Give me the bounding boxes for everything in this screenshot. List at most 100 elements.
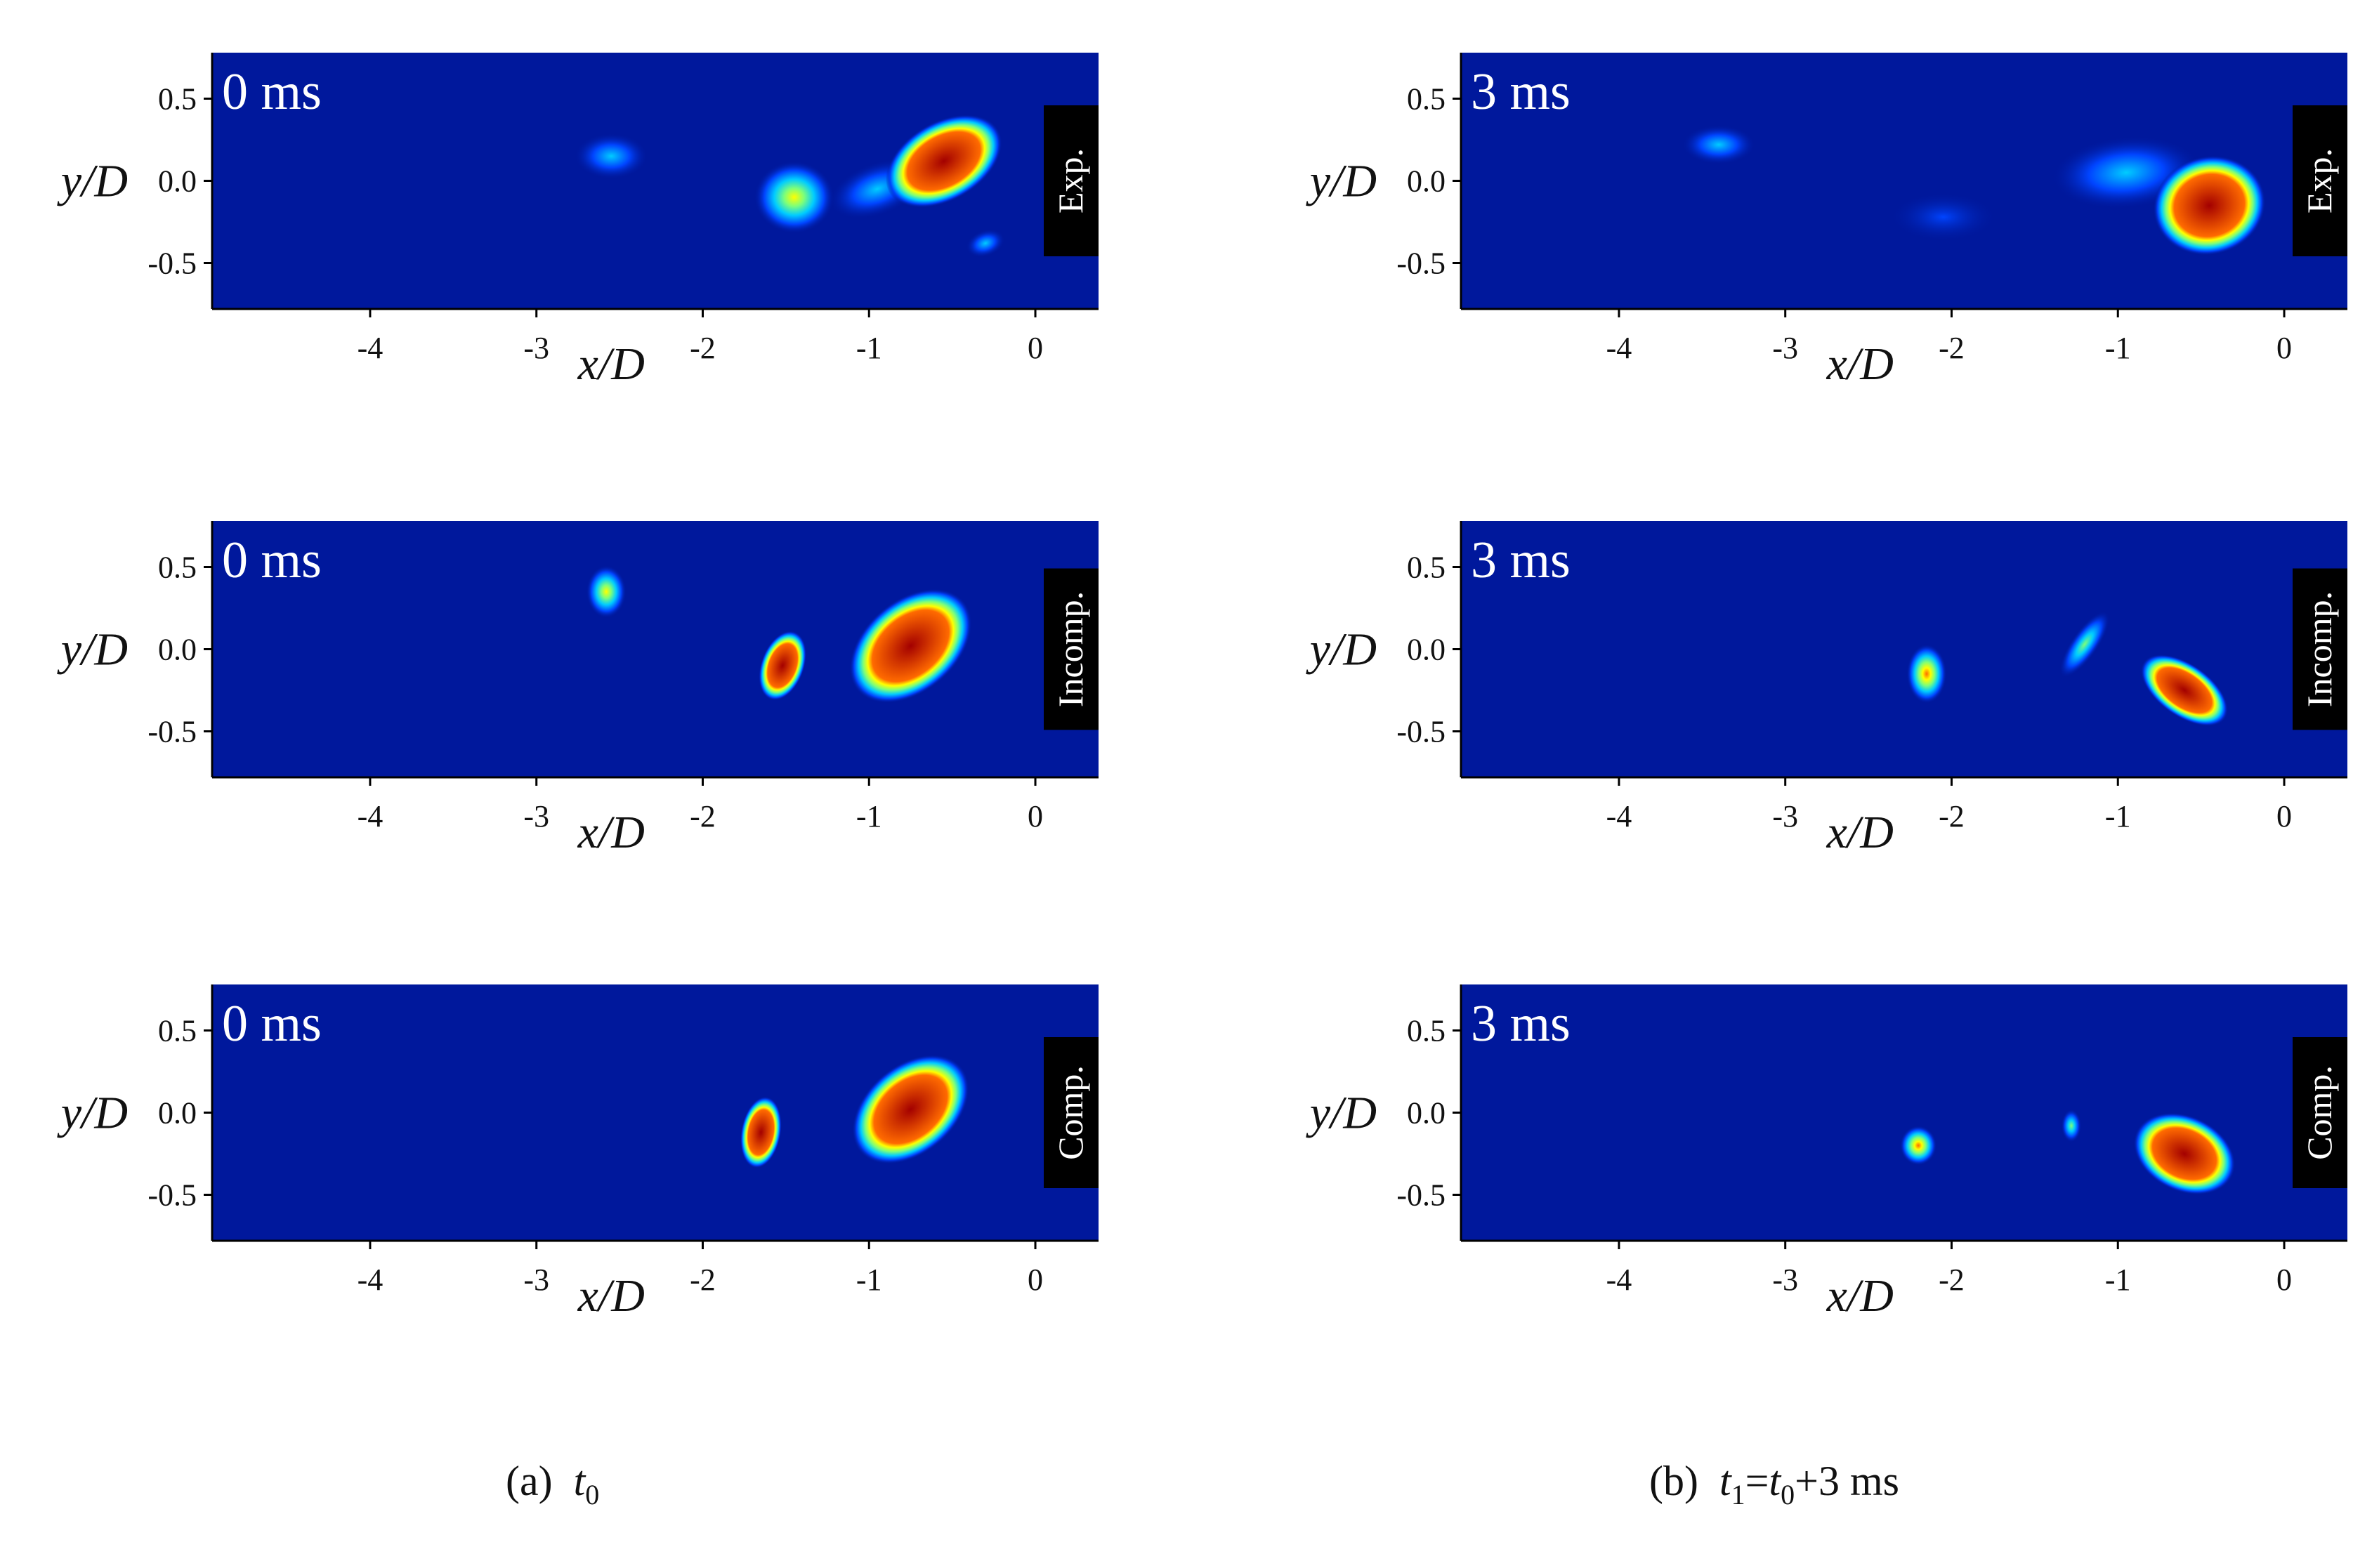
heatmap-panel-b-3: 0.5 0.0 -0.5 -4 -3 -2 -1 0 x/D y/D 3 ms Comp. xyxy=(1306,984,2347,1322)
x-tick-label: -4 xyxy=(1606,1263,1632,1297)
y-tick-label: 0.0 xyxy=(158,1096,197,1131)
concentration-blob xyxy=(2059,611,2110,678)
caption-a-prefix: (a) xyxy=(506,1458,553,1504)
x-tick-label: -1 xyxy=(2105,331,2131,365)
y-tick-label: -0.5 xyxy=(148,714,197,749)
concentration-blob xyxy=(849,588,972,704)
y-tick-label: -0.5 xyxy=(1396,246,1446,280)
y-axis-label: y/D xyxy=(1306,624,1377,676)
x-tick-label: -4 xyxy=(1606,331,1632,365)
y-axis-label: y/D xyxy=(57,156,128,207)
x-tick-label: -1 xyxy=(856,799,882,834)
blob-layer xyxy=(586,565,972,704)
x-axis-label: x/D xyxy=(1826,1270,1894,1322)
x-tick-label: -1 xyxy=(2105,799,2131,834)
concentration-blob xyxy=(754,161,834,234)
concentration-blob xyxy=(586,565,627,619)
time-label: 3 ms xyxy=(1471,532,1571,589)
x-tick-label: -3 xyxy=(523,331,549,365)
blob-layer xyxy=(1900,1109,2236,1195)
caption-a-var: t xyxy=(573,1458,586,1504)
y-tick-label: 0.5 xyxy=(1407,551,1446,585)
x-tick-label: -3 xyxy=(523,799,549,834)
y-axis-label: y/D xyxy=(1306,1088,1377,1139)
y-axis-label: y/D xyxy=(57,624,128,676)
tag-box xyxy=(1044,1037,1099,1188)
caption-b-var1: t xyxy=(1719,1458,1731,1504)
caption-b: (b) t1=t0+3 ms xyxy=(1649,1457,1899,1511)
x-axis-label: x/D xyxy=(1826,338,1894,390)
x-tick-label: -2 xyxy=(690,1263,716,1297)
concentration-blob xyxy=(1889,192,1997,242)
y-tick-label: 0.5 xyxy=(1407,1014,1446,1048)
x-tick-label: -3 xyxy=(1772,1263,1798,1297)
x-tick-label: -2 xyxy=(1939,799,1965,834)
x-tick-label: 0 xyxy=(1028,1263,1043,1297)
tag-label: Comp. xyxy=(2300,1065,2339,1160)
y-tick-label: 0.5 xyxy=(1407,82,1446,117)
tag-label: Incomp. xyxy=(2300,591,2339,707)
y-tick-label: 0.5 xyxy=(158,551,197,585)
plot-background xyxy=(212,984,1099,1241)
tag-label: Comp. xyxy=(1051,1065,1090,1160)
tag-label: Exp. xyxy=(2300,148,2339,213)
concentration-blob xyxy=(759,631,806,701)
caption-b-tail: +3 ms xyxy=(1795,1458,1900,1504)
time-label: 0 ms xyxy=(222,995,322,1053)
heatmap-panel-a-3: 0.5 0.0 -0.5 -4 -3 -2 -1 0 x/D y/D 0 ms Comp. xyxy=(57,984,1099,1322)
y-tick-label: 0.0 xyxy=(158,633,197,667)
x-tick-label: -1 xyxy=(856,331,882,365)
caption-b-prefix: (b) xyxy=(1649,1458,1698,1504)
blob-layer xyxy=(1682,124,2266,256)
concentration-blob xyxy=(1906,644,1947,704)
x-tick-label: 0 xyxy=(2276,1263,2292,1297)
plot-background xyxy=(1461,521,2347,777)
y-tick-label: -0.5 xyxy=(1396,714,1446,749)
x-tick-label: -2 xyxy=(690,799,716,834)
concentration-blob xyxy=(2133,1112,2236,1195)
concentration-blob xyxy=(885,114,1002,208)
x-tick-label: -4 xyxy=(1606,799,1632,834)
tag-label: Exp. xyxy=(1051,148,1090,213)
y-tick-label: 0.5 xyxy=(158,1014,197,1048)
plot-background xyxy=(1461,984,2347,1241)
time-label: 0 ms xyxy=(222,63,322,121)
x-axis-label: x/D xyxy=(577,1270,645,1322)
concentration-blob xyxy=(852,1055,969,1164)
blob-layer xyxy=(575,114,1005,258)
y-tick-label: 0.0 xyxy=(1407,164,1446,199)
x-tick-label: -3 xyxy=(523,1263,549,1297)
heatmap-panel-b-2: 0.5 0.0 -0.5 -4 -3 -2 -1 0 x/D y/D 3 ms Incomp. xyxy=(1306,521,2347,858)
x-tick-label: 0 xyxy=(1028,331,1043,365)
concentration-blob xyxy=(2140,654,2228,726)
concentration-blob xyxy=(2061,1109,2082,1142)
heatmap-panel-a-1: 0.5 0.0 -0.5 -4 -3 -2 -1 0 x/D y/D 0 ms Exp. xyxy=(57,53,1099,390)
x-axis-label: x/D xyxy=(577,338,645,390)
concentration-blob xyxy=(966,229,1005,258)
heatmap-panel-b-1: 0.5 0.0 -0.5 -4 -3 -2 -1 0 x/D y/D 3 ms Exp. xyxy=(1306,53,2347,390)
x-tick-label: -4 xyxy=(358,331,384,365)
x-tick-label: -2 xyxy=(690,331,716,365)
y-axis-label: y/D xyxy=(1306,156,1377,207)
concentration-blob xyxy=(2153,155,2266,256)
y-tick-label: 0.5 xyxy=(158,82,197,117)
x-axis-label: x/D xyxy=(577,807,645,858)
x-tick-label: -3 xyxy=(1772,331,1798,365)
x-tick-label: 0 xyxy=(2276,799,2292,834)
caption-b-sub1: 1 xyxy=(1731,1479,1745,1510)
caption-a-sub: 0 xyxy=(585,1479,600,1510)
heatmap-panel-a-2: 0.5 0.0 -0.5 -4 -3 -2 -1 0 x/D y/D 0 ms Incomp. xyxy=(57,521,1099,858)
y-axis-label: y/D xyxy=(57,1088,128,1139)
concentration-blob xyxy=(1900,1126,1937,1166)
x-tick-label: -3 xyxy=(1772,799,1798,834)
x-tick-label: -4 xyxy=(358,799,384,834)
y-tick-label: 0.0 xyxy=(1407,633,1446,667)
x-axis-label: x/D xyxy=(1826,807,1894,858)
x-tick-label: 0 xyxy=(2276,331,2292,365)
tag-box xyxy=(1044,568,1099,730)
tag-box xyxy=(2293,1037,2347,1188)
y-tick-label: -0.5 xyxy=(148,1178,197,1212)
plot-background xyxy=(212,521,1099,777)
blob-layer xyxy=(740,1055,969,1168)
